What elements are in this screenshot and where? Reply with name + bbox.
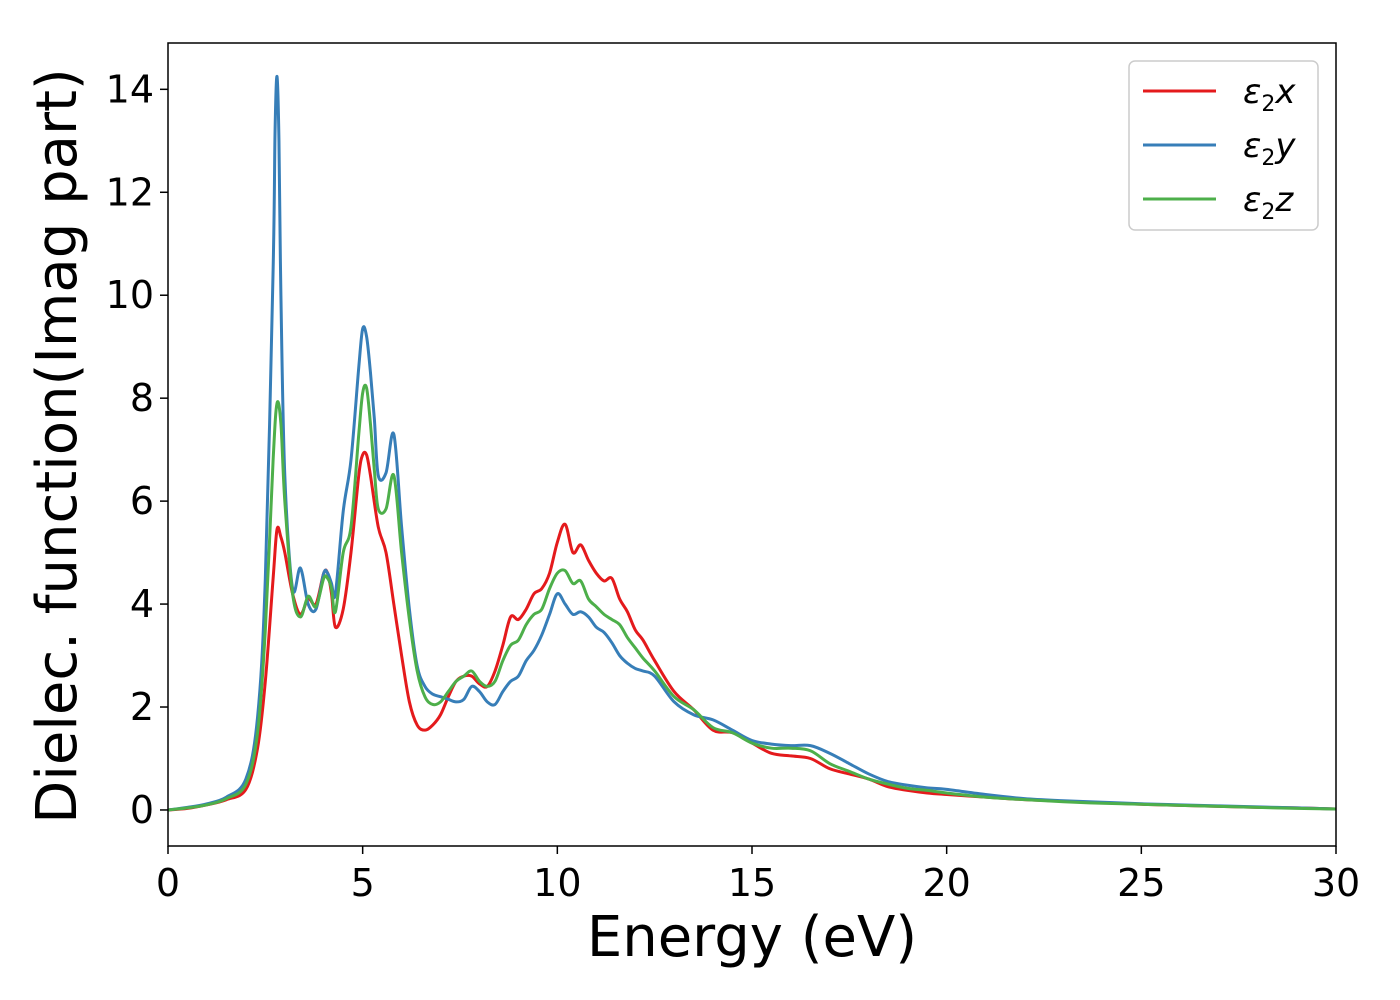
legend-label-x: ε2x [1243, 72, 1296, 117]
x-tick-label: 10 [533, 861, 581, 905]
legend-label-y: ε2y [1243, 126, 1296, 171]
y-tick-label: 2 [130, 685, 154, 729]
x-tick-label: 0 [156, 861, 180, 905]
legend-box [1128, 60, 1319, 231]
y-tick-label: 0 [130, 788, 154, 832]
y-axis-ticks: 0 2 4 6 8 10 12 14 [106, 67, 168, 832]
x-tick-label: 30 [1312, 861, 1360, 905]
x-tick-label: 20 [922, 861, 970, 905]
y-tick-label: 14 [106, 67, 154, 111]
y-tick-label: 6 [130, 479, 154, 523]
legend-label-z: ε2z [1243, 180, 1294, 225]
series-layer [168, 74, 1336, 812]
y-tick-label: 8 [130, 376, 154, 420]
y-axis-label: Dielec. function(Imag part) [25, 68, 90, 824]
x-axis-ticks: 0 5 10 15 20 25 30 [156, 846, 1360, 905]
y-tick-label: 10 [106, 273, 154, 317]
y-tick-label: 4 [130, 582, 154, 626]
x-tick-label: 5 [351, 861, 375, 905]
y-tick-label: 12 [106, 170, 154, 214]
x-tick-label: 15 [728, 861, 776, 905]
x-axis-label: Energy (eV) [587, 905, 917, 970]
legend-items: ε2x ε2y ε2z [1143, 72, 1296, 225]
series-line-z [168, 383, 1336, 812]
legend: ε2x ε2y ε2z [1128, 60, 1319, 231]
x-tick-label: 25 [1117, 861, 1165, 905]
